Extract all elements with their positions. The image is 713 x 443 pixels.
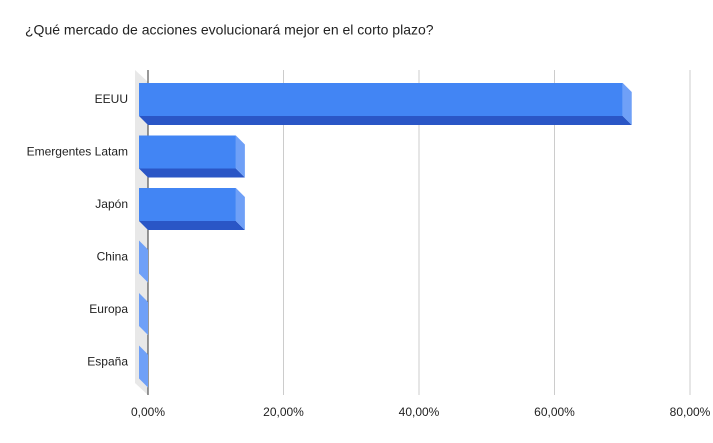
x-tick-label: 0,00% (131, 405, 165, 419)
bar-front (139, 83, 623, 116)
bar-bottom (139, 116, 632, 125)
bar-bottom (139, 168, 245, 178)
x-tick-label: 20,00% (263, 405, 304, 419)
bar-side (235, 188, 245, 230)
x-tick-label: 60,00% (534, 405, 575, 419)
y-tick-label: Japón (95, 197, 128, 211)
bar-side (235, 135, 245, 178)
bar (139, 135, 245, 178)
bar (139, 240, 148, 283)
bar (139, 188, 245, 230)
y-tick-label: China (97, 250, 129, 264)
bar (139, 83, 632, 125)
bar-side (622, 83, 632, 125)
bar-bottom (139, 221, 245, 230)
bar-front (139, 135, 236, 169)
y-tick-label: España (87, 355, 128, 369)
x-tick-label: 40,00% (399, 405, 440, 419)
bar-side (139, 293, 148, 335)
bar-side (139, 240, 148, 283)
y-tick-label: Emergentes Latam (27, 145, 128, 159)
chart-title: ¿Qué mercado de acciones evolucionará me… (25, 22, 434, 38)
bar (139, 293, 148, 335)
bar-front (139, 188, 236, 221)
bar-side (139, 345, 148, 388)
bar (139, 345, 148, 388)
x-tick-label: 80,00% (670, 405, 711, 419)
y-tick-label: EEUU (95, 92, 128, 106)
y-tick-label: Europa (89, 302, 128, 316)
